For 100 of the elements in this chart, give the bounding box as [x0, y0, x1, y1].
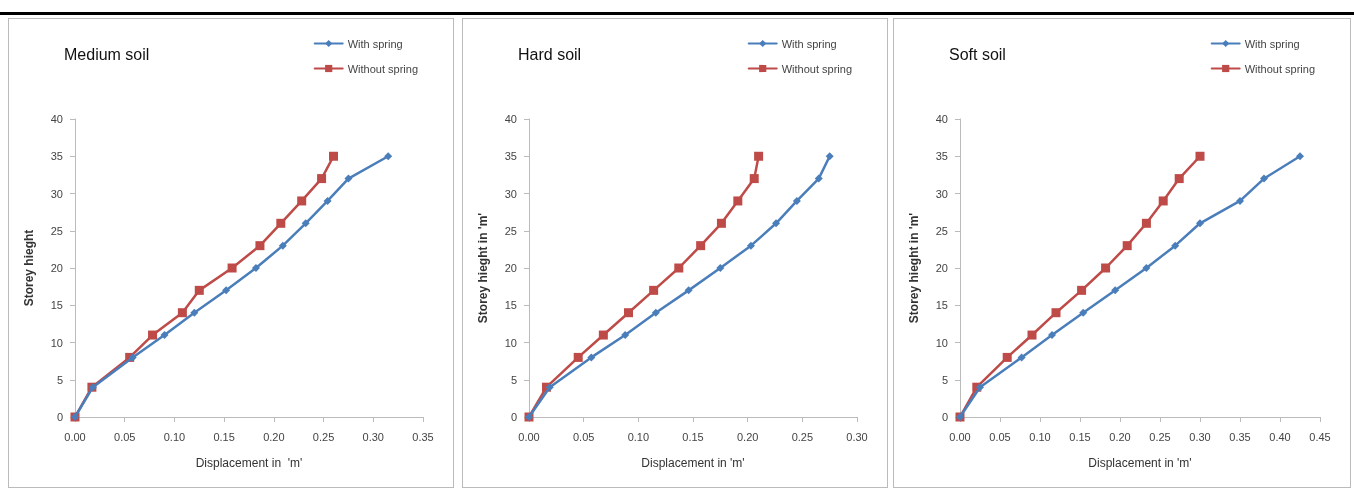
y-tick-label: 10 [935, 336, 948, 349]
point [814, 174, 823, 183]
point [746, 241, 755, 250]
y-tick-label: 30 [50, 187, 63, 200]
point [587, 353, 596, 362]
point [716, 218, 726, 228]
x-tick-label: 0.10 [163, 430, 186, 443]
x-tick-label: 0.40 [1269, 430, 1291, 443]
point [384, 152, 393, 161]
point [623, 308, 633, 318]
y-tick-label: 35 [504, 150, 517, 163]
chart-title: Medium soil [64, 45, 150, 63]
x-tick-label: 0.00 [64, 430, 86, 443]
point [1079, 308, 1088, 317]
x-tick-label: 0.45 [1309, 430, 1331, 443]
point [1048, 331, 1056, 340]
point [1017, 353, 1026, 362]
point [255, 241, 265, 251]
point [301, 219, 310, 228]
y-tick-label: 10 [50, 336, 63, 349]
chart-title: Hard soil [518, 45, 582, 63]
y-axis-title: Storey hieght in 'm' [907, 212, 921, 324]
point [1260, 174, 1268, 183]
y-tick-label: 5 [941, 373, 948, 386]
x-tick-label: 0.15 [682, 430, 704, 443]
point [1171, 241, 1180, 250]
x-tick-label: 0.20 [736, 430, 759, 443]
point [297, 196, 307, 206]
point [177, 308, 187, 318]
x-tick-label: 0.35 [1229, 430, 1251, 443]
point [190, 308, 199, 317]
y-tick-label: 35 [935, 150, 948, 163]
x-axis-title: Displacement in 'm' [195, 456, 303, 470]
x-tick-label: 0.05 [989, 430, 1011, 443]
point [276, 218, 286, 228]
y-tick-label: 30 [504, 187, 517, 200]
x-tick-label: 0.05 [114, 430, 136, 443]
y-axis-title: Storey hieght in 'm' [476, 212, 490, 324]
legend-label: Without spring [781, 62, 852, 75]
y-tick-label: 15 [50, 299, 63, 312]
y-tick-label: 20 [50, 262, 63, 274]
y-tick-label: 40 [504, 113, 517, 125]
y-tick-label: 35 [50, 150, 63, 163]
y-tick-label: 5 [56, 373, 63, 386]
point [278, 241, 287, 250]
x-tick-label: 0.15 [213, 430, 235, 443]
y-tick-label: 10 [504, 336, 517, 349]
point [684, 286, 693, 295]
legend-label: With spring [781, 37, 837, 50]
x-tick-label: 0.25 [312, 430, 335, 443]
point [976, 383, 984, 392]
point [1141, 218, 1151, 228]
point [323, 196, 332, 205]
point [251, 264, 260, 272]
point [1122, 241, 1132, 251]
point [792, 196, 801, 205]
x-tick-label: 0.00 [518, 430, 540, 443]
legend-label: With spring [347, 37, 403, 50]
x-tick-label: 0.20 [263, 430, 285, 443]
y-tick-label: 30 [935, 187, 948, 200]
point [222, 286, 231, 295]
y-tick-label: 20 [504, 262, 517, 274]
y-tick-label: 0 [941, 411, 948, 423]
chart-title: Soft soil [949, 45, 1006, 63]
point [733, 196, 743, 206]
y-tick-label: 5 [510, 373, 517, 386]
point [1296, 152, 1304, 161]
y-tick-label: 15 [504, 299, 517, 312]
x-tick-label: 0.10 [1029, 430, 1051, 443]
point [1027, 330, 1037, 340]
point [1195, 151, 1205, 161]
point [598, 330, 608, 340]
y-tick-label: 40 [50, 113, 63, 125]
legend-label: Without spring [347, 62, 418, 75]
point [160, 331, 169, 340]
point [148, 330, 158, 340]
x-tick-label: 0.35 [412, 430, 434, 443]
point [1196, 219, 1204, 228]
x-tick-label: 0.10 [627, 430, 650, 443]
point [1236, 196, 1244, 205]
point [1077, 285, 1087, 295]
x-tick-label: 0.25 [1149, 430, 1171, 443]
point [696, 241, 706, 251]
point [1158, 196, 1168, 206]
point [621, 331, 630, 340]
point [749, 174, 759, 184]
point [649, 285, 659, 295]
legend-label: Without spring [1244, 62, 1315, 75]
x-tick-label: 0.30 [846, 430, 868, 443]
y-tick-label: 25 [504, 224, 517, 237]
point [194, 285, 204, 295]
x-tick-label: 0.30 [1189, 430, 1211, 443]
x-tick-label: 0.30 [362, 430, 384, 443]
point [825, 152, 834, 161]
point [344, 174, 353, 183]
x-tick-label: 0.05 [572, 430, 595, 443]
point [772, 219, 781, 228]
point [674, 263, 684, 273]
y-tick-label: 25 [935, 224, 948, 237]
point [754, 151, 764, 161]
